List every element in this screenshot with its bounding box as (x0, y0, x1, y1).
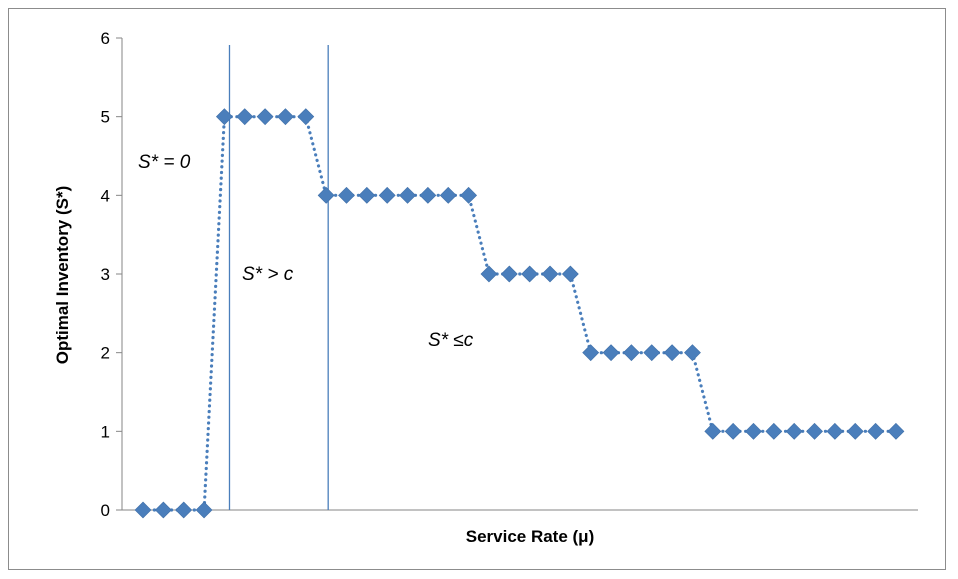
data-point (582, 344, 600, 362)
data-point (134, 501, 152, 519)
annotation-s-zero: S* = 0 (138, 152, 191, 173)
data-point (663, 344, 681, 362)
data-point (643, 344, 661, 362)
data-point (154, 501, 172, 519)
data-point (175, 501, 193, 519)
data-point (500, 265, 518, 283)
chart-frame (8, 8, 946, 570)
data-point (236, 108, 254, 126)
data-point (622, 344, 640, 362)
data-point (480, 265, 498, 283)
data-point (460, 186, 478, 204)
data-point (256, 108, 274, 126)
data-markers (134, 108, 905, 519)
data-point (561, 265, 579, 283)
labels: Service Rate (μ) Optimal Inventory (S*) … (53, 152, 594, 546)
y-tick-label: 1 (101, 422, 110, 441)
data-point (867, 422, 885, 440)
y-tick-label: 2 (101, 344, 110, 363)
data-point (724, 422, 742, 440)
y-axis-title: Optimal Inventory (S*) (53, 186, 72, 365)
y-tick-label: 6 (101, 29, 110, 48)
data-point (338, 186, 355, 204)
data-point (317, 186, 335, 204)
x-axis-title: Service Rate (μ) (466, 527, 595, 546)
data-point (846, 422, 864, 440)
annotation-s-le-c: S* ≤c (428, 330, 474, 351)
data-point (806, 422, 823, 440)
y-tick-label: 3 (101, 265, 110, 284)
region-dividers (228, 45, 329, 510)
data-point (887, 422, 905, 440)
data-point (439, 186, 457, 204)
data-point (378, 186, 396, 204)
y-tick-label: 0 (101, 501, 110, 520)
data-point (521, 265, 539, 283)
data-point (765, 422, 783, 440)
data-point (277, 108, 294, 126)
data-point (297, 108, 315, 126)
data-point (195, 501, 213, 519)
data-point (541, 265, 559, 283)
data-point (399, 186, 416, 204)
y-axis: 0 1 2 3 4 5 6 (101, 29, 123, 520)
data-point (826, 422, 844, 440)
data-point (419, 186, 437, 204)
data-series (141, 115, 898, 512)
annotation-s-greater-c: S* > c (242, 264, 294, 285)
y-tick-label: 5 (101, 108, 110, 127)
y-tick-label: 4 (101, 186, 110, 205)
data-point (745, 422, 762, 440)
data-point (215, 108, 233, 126)
series-line (141, 115, 898, 512)
data-point (358, 186, 376, 204)
data-point (785, 422, 803, 440)
data-point (704, 422, 722, 440)
data-point (684, 344, 701, 362)
data-point (602, 344, 620, 362)
